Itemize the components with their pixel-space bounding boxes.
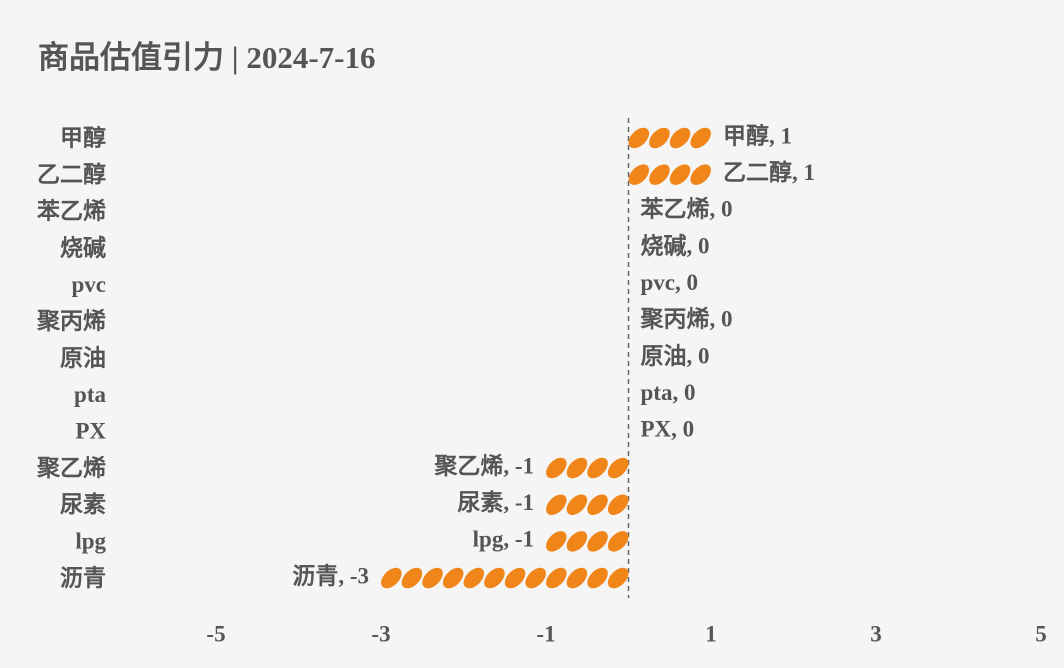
bar [628, 127, 711, 149]
y-tick-label: 聚乙烯 [36, 454, 106, 480]
x-tick-label: -1 [536, 621, 555, 646]
x-tick-label: 1 [705, 621, 717, 646]
y-tick-label: 沥青 [60, 565, 106, 590]
bar-symbol [566, 531, 588, 552]
y-tick-label: lpg [75, 529, 106, 554]
bar-symbol [546, 457, 567, 479]
bar-symbol [587, 457, 608, 479]
bar-symbol [628, 164, 650, 185]
y-tick-label: 原油 [60, 345, 106, 370]
bar [381, 567, 629, 589]
bar-symbol [504, 567, 526, 589]
y-tick-label: 乙二醇 [37, 161, 106, 187]
bar-symbol [607, 531, 629, 552]
x-tick-label: -3 [371, 621, 390, 646]
y-tick-label: pvc [72, 272, 107, 297]
value-label: pvc, 0 [641, 270, 699, 295]
bar-symbol [546, 494, 567, 515]
y-tick-label: PX [75, 419, 106, 444]
bar-symbol [607, 494, 629, 515]
bar-symbol [587, 531, 608, 552]
bar [546, 531, 629, 552]
y-tick-label: 聚丙烯 [36, 308, 106, 334]
value-label: 苯乙烯, 0 [640, 196, 733, 222]
x-tick-label: 5 [1035, 621, 1047, 646]
bar-symbol [566, 457, 588, 479]
bar [546, 457, 629, 479]
bar-symbol [422, 567, 443, 589]
bar-symbol [628, 127, 650, 149]
bar-symbol [607, 457, 629, 479]
bar-symbol [484, 567, 505, 589]
value-label: 聚乙烯, -1 [433, 452, 534, 478]
bar [546, 494, 629, 515]
bar-symbol [690, 127, 711, 149]
bar-symbol [546, 531, 567, 552]
value-label: 乙二醇, 1 [723, 159, 815, 185]
bar-symbol [442, 567, 464, 589]
y-tick-label: pta [74, 382, 106, 407]
x-tick-label: -5 [206, 621, 225, 646]
value-label: 聚丙烯, 0 [640, 306, 733, 332]
bar-symbol [546, 567, 567, 589]
bar-symbol [381, 567, 402, 589]
bar-symbol [649, 127, 670, 149]
bar-symbol [649, 164, 670, 185]
bar-symbol [463, 567, 485, 589]
bar-symbol [566, 567, 588, 589]
bar-symbol [525, 567, 546, 589]
value-label: 沥青, -3 [292, 563, 369, 588]
bar [628, 164, 711, 185]
value-label: pta, 0 [641, 380, 696, 405]
y-tick-label: 烧碱 [60, 234, 106, 260]
bar-symbol [669, 127, 691, 149]
bar-symbol [669, 164, 691, 185]
bar-symbol [401, 567, 423, 589]
y-tick-label: 苯乙烯 [36, 198, 106, 224]
y-tick-label: 甲醇 [60, 124, 106, 150]
value-label: PX, 0 [641, 417, 695, 442]
x-tick-label: 3 [870, 621, 882, 646]
bar-symbol [587, 494, 608, 515]
chart-title: 商品估值引力 | 2024-7-16 [38, 40, 375, 75]
bar-symbol [607, 567, 629, 589]
y-tick-label: 尿素 [60, 491, 106, 517]
bar-symbol [566, 494, 588, 515]
bar-symbol [587, 567, 608, 589]
value-label: 原油, 0 [641, 343, 710, 368]
value-label: 甲醇, 1 [723, 122, 792, 148]
value-label: lpg, -1 [473, 527, 534, 552]
value-label: 尿素, -1 [457, 489, 534, 515]
value-label: 烧碱, 0 [641, 232, 710, 258]
bar-symbol [690, 164, 711, 185]
